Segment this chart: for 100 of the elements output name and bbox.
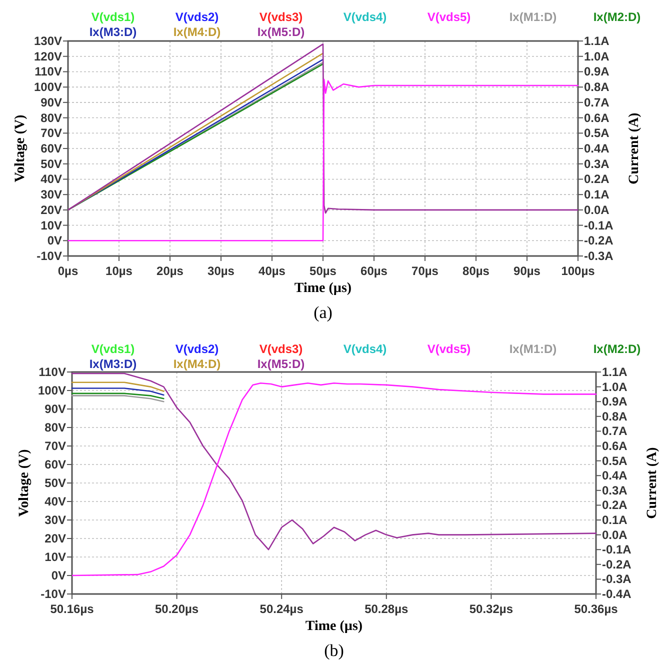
y-tick-label: 60V <box>40 142 62 156</box>
x-tick-label: 50µs <box>310 264 337 278</box>
x-axis-title: Time (µs) <box>294 281 352 296</box>
y2-tick-label: 0.1A <box>584 188 610 202</box>
text: V(vds5) <box>427 10 471 24</box>
y2-axis-title: Current (A) <box>627 112 642 184</box>
text: Ix(M2:D) <box>593 342 641 356</box>
y2-tick-label: -0.2A <box>584 234 614 248</box>
legend-label: V(vds4) <box>343 10 387 24</box>
y2-tick-label: 0.8A <box>602 409 628 424</box>
text: (a) <box>314 303 332 322</box>
y2-tick-label: 0.5A <box>584 126 610 140</box>
legend-label: V(vds2) <box>175 10 219 24</box>
text: Ix(M4:D) <box>173 25 221 39</box>
y2-tick-label: 0.4A <box>602 468 628 483</box>
y2-tick-label: -0.1A <box>602 542 632 557</box>
y2-tick-label: 0.4A <box>584 142 610 156</box>
x-tick-label: 10µs <box>106 264 133 278</box>
x-tick-label: 30µs <box>208 264 235 278</box>
y2-tick-label: 0.5A <box>602 454 628 468</box>
y2-tick-label: 1.1A <box>584 34 610 48</box>
y-tick-label: 120V <box>34 49 62 64</box>
x-tick-label: 50.32µs <box>469 602 514 616</box>
x-tick-label: 0µs <box>58 264 78 278</box>
x-axis-title: Time (µs) <box>305 619 363 634</box>
y2-tick-label: 0.3A <box>584 156 610 171</box>
y2-tick-label: -0.3A <box>602 572 632 586</box>
y-axis-title: Voltage (V) <box>13 114 28 182</box>
y-tick-label: 0V <box>51 568 66 582</box>
y-tick-label: 40V <box>40 172 62 186</box>
text: V(vds5) <box>427 342 471 356</box>
x-tick-label: 50.24µs <box>260 602 304 616</box>
y2-tick-label: -0.2A <box>602 557 632 572</box>
y-tick-label: 10V <box>40 218 62 232</box>
y-tick-label: -10V <box>36 249 62 263</box>
text: Ix(M1:D) <box>509 10 557 24</box>
y-tick-label: 50V <box>40 156 62 171</box>
series-label: Ix(M4:D) <box>173 357 221 371</box>
series-label: Ix(M5:D) <box>257 25 305 39</box>
y-tick-label: 70V <box>44 439 66 453</box>
y-tick-label: 30V <box>44 513 66 527</box>
y2-tick-label: 0.6A <box>602 439 628 453</box>
x-tick-label: 50.16µs <box>50 602 94 616</box>
text: Ix(M3:D) <box>89 25 137 39</box>
y2-tick-label: 0.3A <box>602 483 628 498</box>
y2-tick-label: 0.7A <box>584 95 610 110</box>
y-tick-label: 130V <box>34 34 62 48</box>
y-tick-label: 0V <box>47 234 62 248</box>
y2-tick-label: 1.0A <box>602 380 628 394</box>
x-tick-label: 20µs <box>156 264 184 278</box>
y2-tick-label: 0.9A <box>602 394 628 409</box>
x-tick-label: 40µs <box>258 264 286 278</box>
y-tick-label: 20V <box>44 532 66 546</box>
legend-label: V(vds4) <box>343 342 387 356</box>
text: (b) <box>324 641 344 660</box>
x-tick-label: 50.20µs <box>154 602 199 616</box>
text: Ix(M5:D) <box>257 357 305 371</box>
line-series <box>67 78 579 242</box>
x-tick-label: 100µs <box>561 264 596 278</box>
line-series <box>71 382 597 576</box>
y2-tick-label: -0.4A <box>602 587 632 601</box>
y-tick-label: 110V <box>34 64 62 79</box>
legend-label: V(vds3) <box>259 10 303 24</box>
y-axis-title: Voltage (V) <box>17 448 32 517</box>
y-tick-label: 50V <box>44 476 66 490</box>
legend-label: V(vds1) <box>91 10 135 24</box>
x-tick-label: 90µs <box>514 264 541 278</box>
y-tick-label: 100V <box>34 80 62 94</box>
y2-axis-title: Current (A) <box>645 446 660 519</box>
y2-tick-label: 0.2A <box>602 498 628 512</box>
y2-tick-label: -0.1A <box>584 218 614 232</box>
y-tick-label: 40V <box>44 494 66 508</box>
y-tick-label: 90V <box>40 95 62 110</box>
x-tick-label: 50.36µs <box>574 602 618 616</box>
y2-tick-label: 0.2A <box>584 172 610 186</box>
line-series <box>71 372 597 550</box>
series-label: Ix(M3:D) <box>89 357 137 371</box>
y-tick-label: 10V <box>44 550 66 564</box>
y-tick-label: -10V <box>40 587 66 601</box>
y2-tick-label: 0.7A <box>602 424 628 438</box>
y2-tick-label: 0.0A <box>602 528 628 542</box>
line-series <box>67 43 579 214</box>
y2-tick-label: 0.8A <box>584 80 610 94</box>
y-tick-label: 30V <box>40 188 62 202</box>
y-tick-label: 110V <box>38 365 66 379</box>
y-tick-label: 100V <box>38 384 66 398</box>
y-tick-label: 80V <box>44 420 66 434</box>
y2-tick-label: 0.1A <box>602 513 628 527</box>
text: Ix(M1:D) <box>509 342 557 356</box>
y-tick-label: 60V <box>44 458 66 472</box>
y-tick-label: 20V <box>40 202 62 217</box>
y2-tick-label: 0.6A <box>584 110 610 125</box>
legend-label: V(vds3) <box>259 342 303 356</box>
legend-label: V(vds2) <box>175 342 219 356</box>
y-tick-label: 90V <box>44 402 66 416</box>
y2-tick-label: -0.3A <box>584 249 614 263</box>
x-tick-label: 70µs <box>412 264 439 278</box>
y2-tick-label: 0.9A <box>584 64 610 79</box>
y2-tick-label: 0.0A <box>584 202 610 217</box>
x-tick-label: 80µs <box>462 264 490 278</box>
